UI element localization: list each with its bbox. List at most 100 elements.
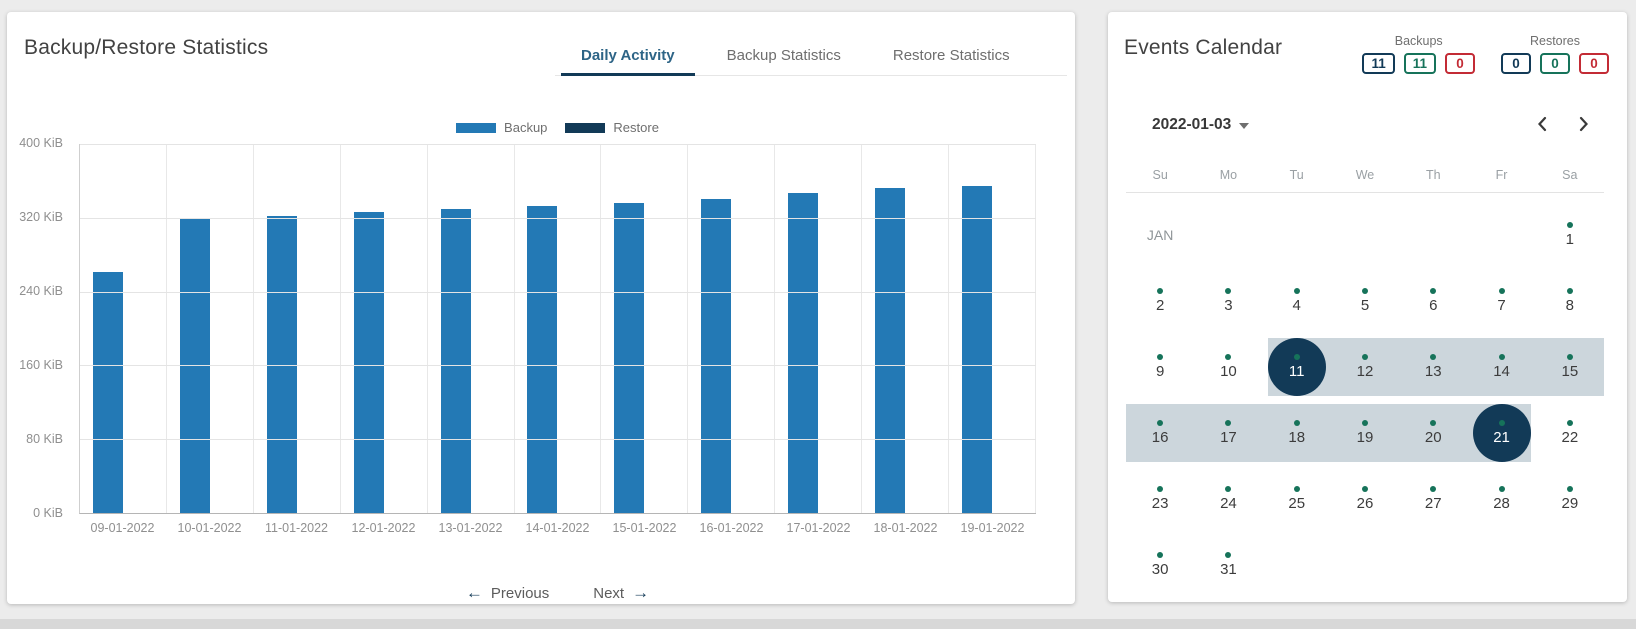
- calendar-day-1[interactable]: 1: [1536, 202, 1604, 268]
- calendar-day-22[interactable]: 22: [1536, 400, 1604, 466]
- event-counters: Backups 11 11 0 Restores 0 0 0: [1362, 34, 1609, 74]
- day-number: 9: [1155, 363, 1165, 380]
- calendar-day-5[interactable]: 5: [1331, 268, 1399, 334]
- calendar-day-29[interactable]: 29: [1536, 466, 1604, 532]
- calendar-day-30[interactable]: 30: [1126, 532, 1194, 598]
- restores-badge-red[interactable]: 0: [1579, 53, 1609, 74]
- event-dot: [1498, 288, 1505, 294]
- caret-down-icon: [1239, 123, 1250, 129]
- restores-badge-navy[interactable]: 0: [1501, 53, 1531, 74]
- day-number: 28: [1493, 495, 1510, 512]
- calendar-day-25[interactable]: 25: [1263, 466, 1331, 532]
- backups-counters: Backups 11 11 0: [1362, 34, 1475, 74]
- weekday-header: Su Mo Tu We Th Fr Sa: [1126, 168, 1604, 182]
- chart-category-10-01-2022: [167, 144, 254, 513]
- date-selector[interactable]: 2022-01-03: [1152, 116, 1250, 134]
- calendar-day-11[interactable]: 11: [1263, 334, 1331, 400]
- day-number: 2: [1155, 297, 1165, 314]
- day-number: 20: [1424, 429, 1442, 446]
- calendar-day-7[interactable]: 7: [1467, 268, 1535, 334]
- selected-day-circle: [1267, 338, 1326, 396]
- backups-badge-green[interactable]: 11: [1403, 53, 1436, 74]
- day-number: 1: [1565, 231, 1574, 248]
- horizontal-scrollbar[interactable]: [0, 619, 1636, 629]
- calendar-day-27[interactable]: 27: [1399, 466, 1467, 532]
- y-tick-label: 400 KiB: [19, 136, 63, 150]
- calendar-day-15[interactable]: 15: [1536, 334, 1604, 400]
- calendar-day-10[interactable]: 10: [1194, 334, 1262, 400]
- gridline: [80, 144, 1036, 145]
- calendar-day-28[interactable]: 28: [1467, 466, 1535, 532]
- restores-label: Restores: [1529, 34, 1581, 48]
- calendar-day-26[interactable]: 26: [1331, 466, 1399, 532]
- day-number: 29: [1561, 495, 1579, 512]
- next-button[interactable]: Next →: [593, 583, 649, 603]
- previous-button[interactable]: ← Previous: [466, 583, 549, 603]
- calendar-day-4[interactable]: 4: [1263, 268, 1331, 334]
- x-tick-label: 19-01-2022: [960, 521, 1025, 535]
- day-number: 24: [1220, 495, 1237, 512]
- day-number: 14: [1493, 363, 1510, 380]
- chevron-left-icon[interactable]: [1535, 116, 1550, 132]
- day-number: 3: [1224, 297, 1233, 314]
- calendar-day-24[interactable]: 24: [1194, 466, 1262, 532]
- tab-daily-activity[interactable]: Daily Activity: [555, 36, 701, 76]
- legend-label-backup: Backup: [504, 120, 548, 135]
- y-tick-label: 80 KiB: [26, 432, 63, 446]
- chart-pagination: ← Previous Next →: [79, 583, 1036, 603]
- chevron-right-icon[interactable]: [1576, 116, 1591, 132]
- empty-cell: [1194, 202, 1262, 268]
- chart-legend: Backup Restore: [79, 120, 1036, 135]
- calendar-day-8[interactable]: 8: [1536, 268, 1604, 334]
- tab-backup-statistics[interactable]: Backup Statistics: [726, 47, 841, 64]
- calendar-day-3[interactable]: 3: [1194, 268, 1262, 334]
- event-dot: [1498, 420, 1505, 426]
- event-dot: [1566, 420, 1573, 426]
- calendar-day-12[interactable]: 12: [1331, 334, 1399, 400]
- chart-plot: [79, 144, 1036, 514]
- backups-badge-navy[interactable]: 11: [1362, 53, 1395, 74]
- x-tick-label: 16-01-2022: [699, 521, 764, 535]
- arrow-right-icon: →: [632, 583, 650, 602]
- calendar-day-9[interactable]: 9: [1126, 334, 1194, 400]
- x-tick-label: 11-01-2022: [264, 521, 328, 535]
- calendar-day-13[interactable]: 13: [1399, 334, 1467, 400]
- event-dot: [1430, 486, 1437, 492]
- calendar-day-14[interactable]: 14: [1467, 334, 1535, 400]
- calendar-day-21[interactable]: 21: [1467, 400, 1535, 466]
- tab-restore-statistics[interactable]: Restore Statistics: [892, 47, 1010, 64]
- day-number: 21: [1493, 429, 1510, 446]
- panel-title-backup-restore: Backup/Restore Statistics: [24, 36, 269, 59]
- calendar-week-row: 30 31: [1126, 532, 1604, 598]
- day-number: 25: [1288, 495, 1306, 512]
- calendar-day-17[interactable]: 17: [1194, 400, 1262, 466]
- x-tick-label: 10-01-2022: [177, 521, 242, 535]
- backups-badge-red[interactable]: 0: [1445, 53, 1475, 74]
- calendar-day-23[interactable]: 23: [1126, 466, 1194, 532]
- day-number: 6: [1429, 297, 1438, 314]
- events-calendar-panel: Events Calendar Backups 11 11 0 Restores 0 0 0 …: [1108, 12, 1627, 602]
- calendar-day-31[interactable]: 31: [1194, 532, 1262, 598]
- calendar-day-20[interactable]: 20: [1399, 400, 1467, 466]
- calendar-day-2[interactable]: 2: [1126, 268, 1194, 334]
- event-dot: [1225, 552, 1232, 558]
- backup-restore-statistics-panel: Backup/Restore Statistics Daily Activity…: [7, 12, 1075, 604]
- calendar-day-16[interactable]: 16: [1126, 400, 1194, 466]
- day-number: 17: [1220, 429, 1237, 446]
- day-number: 26: [1356, 495, 1374, 512]
- calendar-day-19[interactable]: 19: [1331, 400, 1399, 466]
- restores-badge-green[interactable]: 0: [1540, 53, 1570, 74]
- weekday-fr: Fr: [1495, 168, 1508, 182]
- calendar-day-6[interactable]: 6: [1399, 268, 1467, 334]
- calendar-week-row: 16 17 18 19 20 21 22: [1126, 400, 1604, 466]
- day-number: 18: [1288, 429, 1306, 446]
- chart-category-17-01-2022: [775, 144, 863, 513]
- day-number: 19: [1356, 429, 1374, 446]
- calendar-day-18[interactable]: 18: [1263, 400, 1331, 466]
- empty-cell: [1263, 202, 1331, 268]
- day-number: 11: [1288, 363, 1305, 380]
- legend-label-restore: Restore: [613, 120, 659, 135]
- backup-bar: [440, 208, 471, 513]
- event-dot: [1157, 354, 1164, 360]
- next-button-label: Next: [593, 584, 625, 602]
